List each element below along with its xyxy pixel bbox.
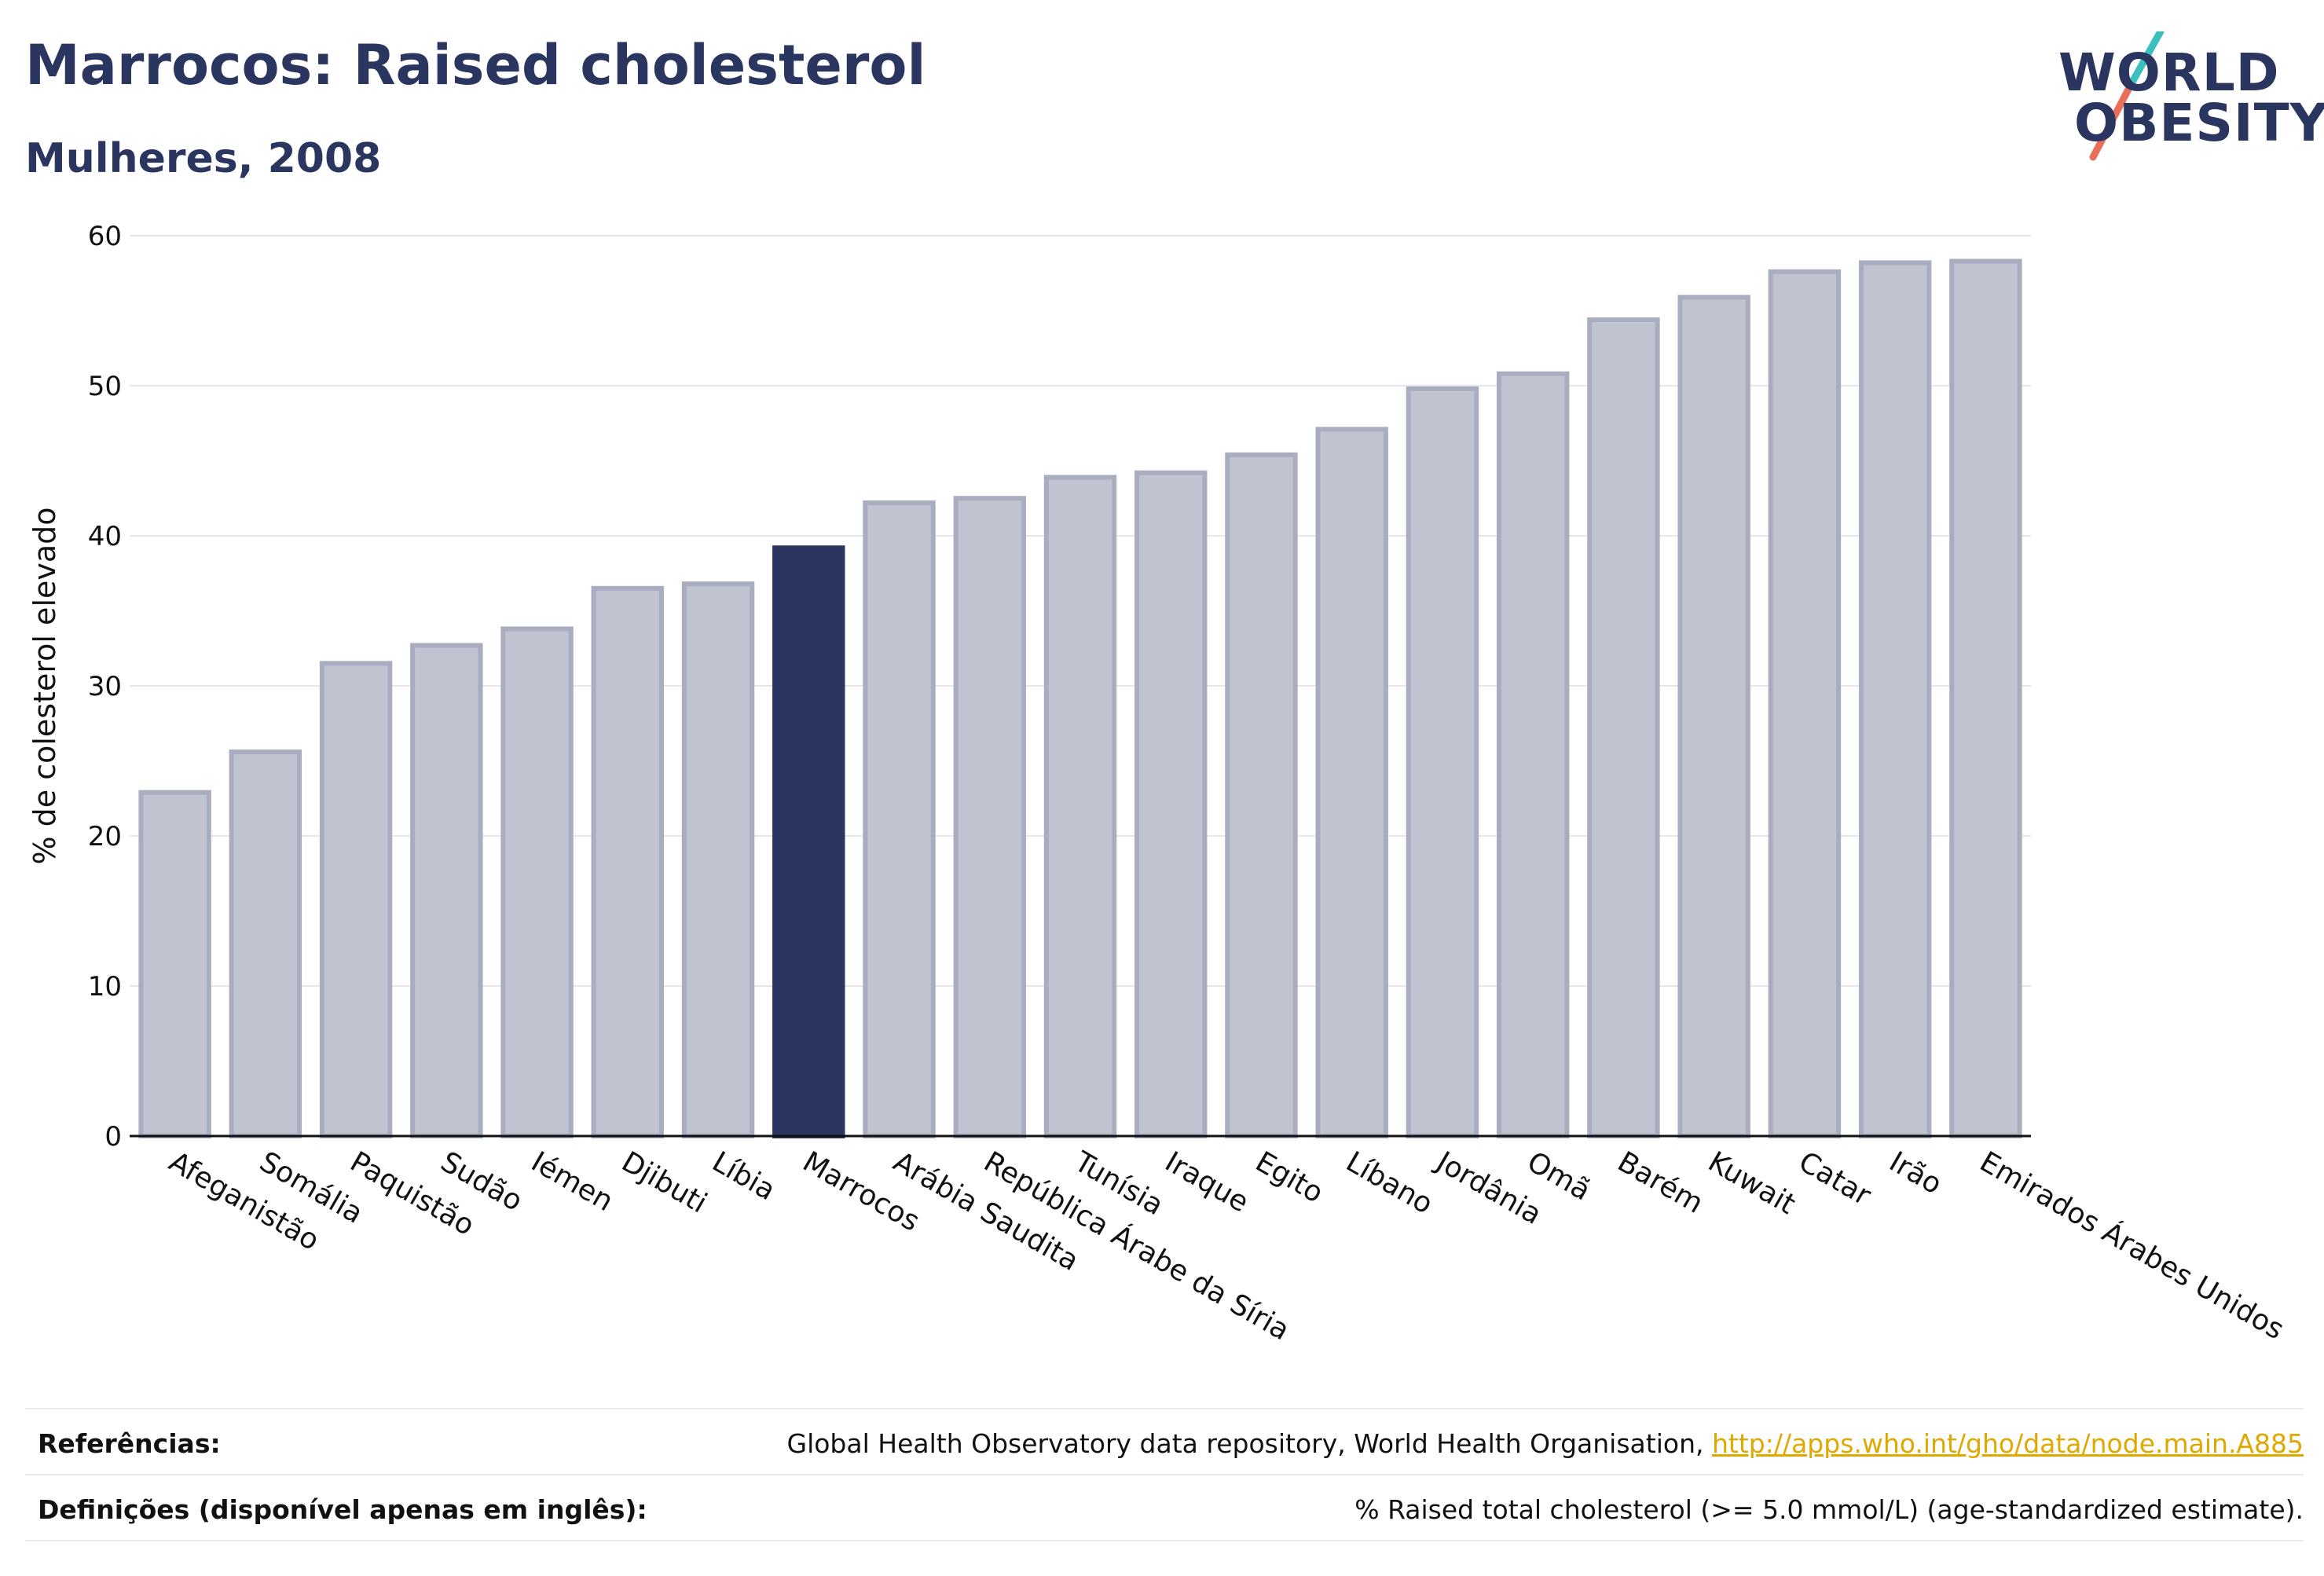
bar: [681, 581, 755, 1138]
x-tick-label: Iémen: [526, 1145, 618, 1218]
y-tick-label: 60: [88, 221, 122, 252]
bar: [1406, 386, 1479, 1138]
definitions-text: % Raised total cholesterol (>= 5.0 mmol/…: [1354, 1494, 2304, 1525]
references-link[interactable]: http://apps.who.int/gho/data/node.main.A…: [1711, 1428, 2304, 1459]
logo-slash-icon: [2089, 31, 2165, 161]
y-tick-label: 50: [88, 371, 122, 402]
x-tick-label: Catar: [1793, 1145, 1876, 1212]
footer-divider-bottom: [25, 1540, 2304, 1541]
logo-line2: OBESITY: [2074, 93, 2324, 153]
x-tick-label: Jordânia: [1430, 1145, 1547, 1231]
bar: [772, 545, 845, 1138]
x-tick-label: Irão: [1884, 1145, 1948, 1200]
bar: [500, 626, 574, 1138]
world-obesity-logo: WORLD OBESITY: [2058, 31, 2324, 165]
footer-divider-top: [25, 1408, 2304, 1409]
y-tick-label: 20: [88, 821, 122, 852]
references-row: Referências: Global Health Observatory d…: [25, 1428, 2304, 1463]
bar: [953, 496, 1026, 1138]
bar: [1225, 452, 1298, 1138]
bar: [138, 790, 211, 1138]
bar: [1315, 427, 1388, 1138]
bar: [319, 661, 393, 1138]
bar: [1496, 371, 1570, 1139]
bar: [1677, 295, 1750, 1138]
x-tick-label: Barém: [1612, 1145, 1709, 1219]
bar: [863, 500, 936, 1138]
bar: [591, 585, 665, 1138]
bar-chart: 0102030405060AfeganistãoSomáliaPaquistão…: [27, 221, 2289, 1347]
references-value: Global Health Observatory data repositor…: [787, 1428, 2304, 1459]
x-tick-label: Egito: [1250, 1145, 1329, 1209]
definitions-label: Definições (disponível apenas em inglês)…: [38, 1494, 647, 1525]
definitions-row: Definições (disponível apenas em inglês)…: [25, 1494, 2304, 1529]
bar: [1949, 258, 2022, 1139]
x-tick-label: Emirados Árabes Unidos: [1974, 1145, 2289, 1346]
x-tick-label: Djibuti: [616, 1145, 712, 1219]
y-tick-label: 40: [88, 521, 122, 552]
references-text: Global Health Observatory data repositor…: [786, 1428, 1704, 1459]
logo-line1: WORLD: [2058, 42, 2280, 103]
references-label: Referências:: [38, 1428, 221, 1459]
x-tick-label: Líbia: [707, 1145, 781, 1207]
y-tick-label: 0: [104, 1121, 122, 1153]
bar: [1768, 269, 1842, 1139]
bar: [229, 750, 302, 1138]
y-tick-label: 30: [88, 671, 122, 702]
bar: [1135, 470, 1208, 1138]
chart-title: Marrocos: Raised cholesterol: [25, 33, 926, 97]
y-tick-label: 10: [88, 971, 122, 1002]
footer-divider-middle: [25, 1474, 2304, 1475]
chart-subtitle: Mulheres, 2008: [25, 135, 382, 182]
bar: [410, 643, 483, 1138]
bar: [1858, 260, 1932, 1138]
bar: [1587, 317, 1660, 1139]
x-tick-label: Líbano: [1340, 1145, 1438, 1220]
x-tick-label: Iraque: [1160, 1145, 1254, 1219]
x-tick-label: Kuwait: [1703, 1145, 1801, 1221]
bar: [1043, 475, 1117, 1138]
y-axis-label: % de colesterol elevado: [27, 507, 62, 864]
